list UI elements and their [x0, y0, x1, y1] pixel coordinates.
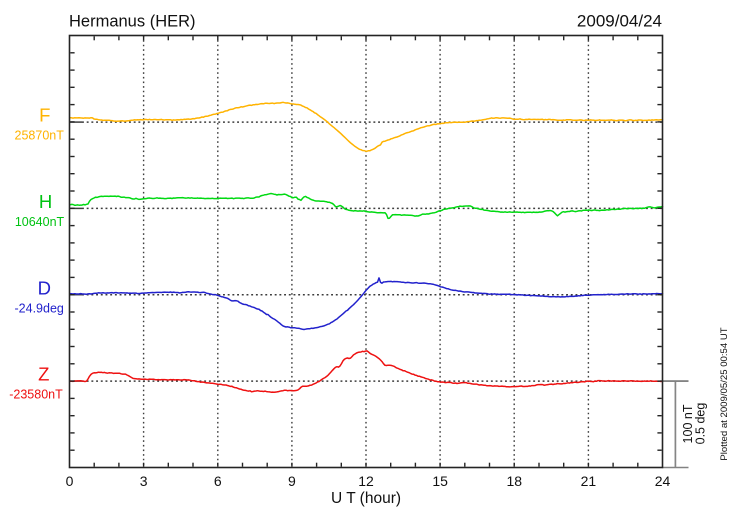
svg-text:21: 21 — [581, 473, 597, 489]
svg-text:6: 6 — [214, 473, 222, 489]
svg-text:18: 18 — [506, 473, 522, 489]
svg-text:D: D — [38, 277, 51, 298]
svg-text:H: H — [39, 191, 52, 212]
svg-text:9: 9 — [288, 473, 296, 489]
svg-text:24: 24 — [655, 473, 671, 489]
svg-text:100 nT: 100 nT — [681, 404, 695, 443]
svg-text:Z: Z — [38, 364, 49, 385]
svg-text:-23580nT: -23580nT — [9, 388, 63, 402]
svg-text:Hermanus (HER): Hermanus (HER) — [69, 12, 196, 30]
svg-text:0: 0 — [66, 473, 74, 489]
svg-text:15: 15 — [432, 473, 448, 489]
svg-text:U T (hour): U T (hour) — [331, 490, 401, 507]
svg-text:0.5 deg: 0.5 deg — [693, 403, 707, 445]
svg-text:3: 3 — [140, 473, 148, 489]
svg-text:12: 12 — [358, 473, 374, 489]
svg-text:-24.9deg: -24.9deg — [15, 301, 64, 315]
svg-text:25870nT: 25870nT — [15, 129, 65, 143]
svg-text:Plotted at 2009/05/25 00:54 UT: Plotted at 2009/05/25 00:54 UT — [719, 327, 730, 460]
svg-text:10640nT: 10640nT — [15, 215, 65, 229]
svg-text:F: F — [39, 105, 50, 126]
svg-text:2009/04/24: 2009/04/24 — [577, 11, 662, 30]
